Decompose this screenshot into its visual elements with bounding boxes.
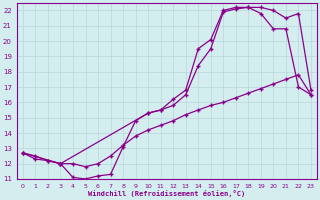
X-axis label: Windchill (Refroidissement éolien,°C): Windchill (Refroidissement éolien,°C): [88, 190, 245, 197]
